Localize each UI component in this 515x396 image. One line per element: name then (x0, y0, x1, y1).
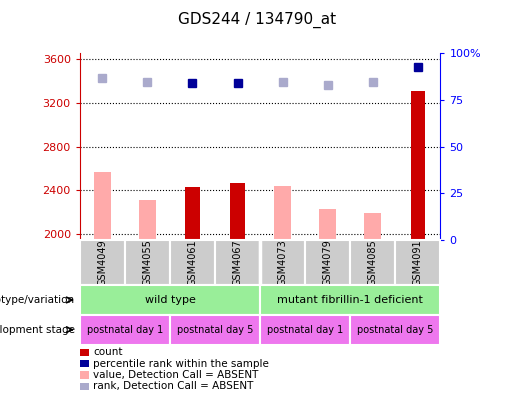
Text: rank, Detection Call = ABSENT: rank, Detection Call = ABSENT (93, 381, 254, 391)
Bar (80, 348, 89, 356)
Bar (80, 285, 260, 315)
Text: GSM4067: GSM4067 (233, 239, 243, 286)
Text: postnatal day 5: postnatal day 5 (177, 325, 253, 335)
Text: wild type: wild type (145, 295, 195, 305)
Text: GSM4079: GSM4079 (323, 239, 333, 286)
Text: GSM4049: GSM4049 (97, 239, 107, 286)
Text: mutant fibrillin-1 deficient: mutant fibrillin-1 deficient (277, 295, 423, 305)
Bar (170, 240, 215, 285)
Text: GSM4073: GSM4073 (278, 239, 287, 286)
Text: GSM4061: GSM4061 (187, 239, 197, 286)
Bar (396, 240, 440, 285)
Bar (80, 240, 125, 285)
Bar (80, 360, 89, 367)
Text: development stage: development stage (0, 325, 75, 335)
Bar (215, 240, 260, 285)
Text: postnatal day 5: postnatal day 5 (357, 325, 434, 335)
Bar (170, 315, 260, 345)
Bar (139, 200, 156, 240)
Bar (410, 91, 425, 240)
Bar (364, 213, 382, 240)
Text: GDS244 / 134790_at: GDS244 / 134790_at (178, 12, 337, 28)
Text: GSM4085: GSM4085 (368, 239, 377, 286)
Bar (125, 240, 170, 285)
Text: value, Detection Call = ABSENT: value, Detection Call = ABSENT (93, 370, 259, 380)
Bar (80, 383, 89, 390)
Bar (305, 240, 350, 285)
Text: postnatal day 1: postnatal day 1 (87, 325, 163, 335)
Bar (80, 371, 89, 379)
Bar (350, 315, 440, 345)
Bar (260, 285, 440, 315)
Text: percentile rank within the sample: percentile rank within the sample (93, 358, 269, 369)
Bar (260, 315, 350, 345)
Bar (260, 240, 305, 285)
Bar (274, 186, 291, 240)
Bar (185, 187, 200, 240)
Bar (230, 183, 245, 240)
Bar (80, 315, 170, 345)
Text: GSM4055: GSM4055 (143, 239, 152, 286)
Text: count: count (93, 347, 123, 357)
Bar (94, 172, 111, 240)
Bar (350, 240, 396, 285)
Bar (319, 209, 336, 240)
Text: postnatal day 1: postnatal day 1 (267, 325, 344, 335)
Text: genotype/variation: genotype/variation (0, 295, 75, 305)
Text: GSM4091: GSM4091 (413, 239, 423, 286)
